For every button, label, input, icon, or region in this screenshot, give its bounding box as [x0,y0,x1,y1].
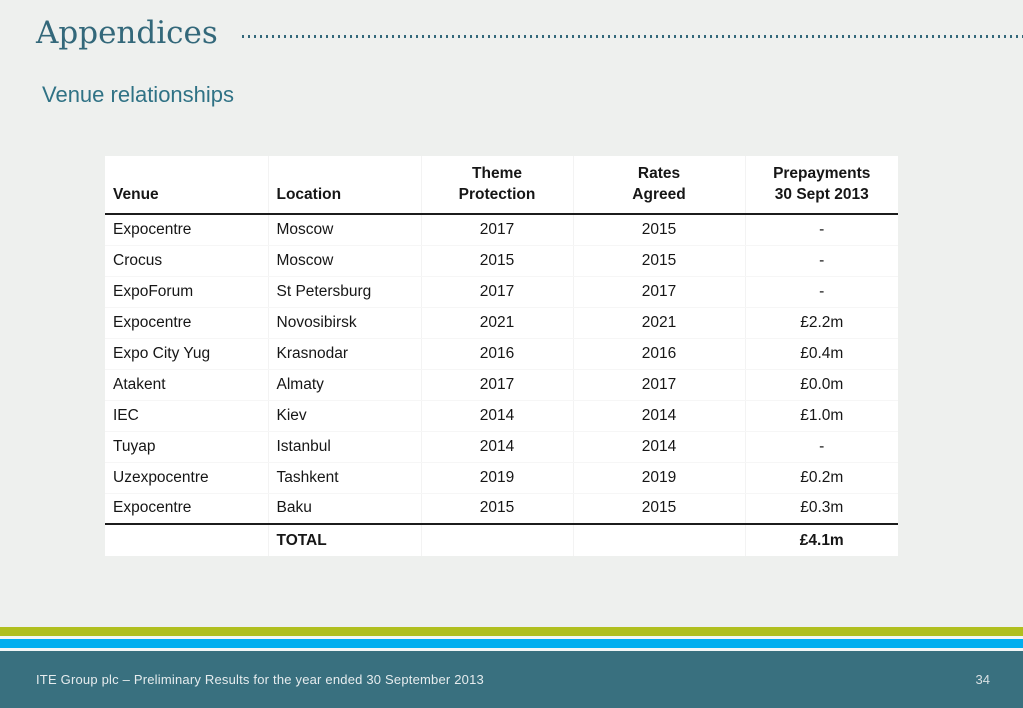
table-row: Expocentre Moscow 2017 2015 - [105,214,898,246]
cell-prepayments: £0.2m [745,462,898,494]
cell-theme-protection: 2017 [421,276,574,308]
cell-theme-protection: 2016 [421,338,574,370]
table-total-row: TOTAL £4.1m [105,524,898,556]
cell-venue: Tuyap [105,431,269,463]
cell-location: Moscow [268,245,422,277]
cell-total-empty [573,524,746,556]
cell-theme-protection: 2014 [421,400,574,432]
table-body: Expocentre Moscow 2017 2015 - Crocus Mos… [105,214,898,525]
cell-prepayments: £0.4m [745,338,898,370]
table-row: Uzexpocentre Tashkent 2019 2019 £0.2m [105,462,898,494]
cell-venue: Atakent [105,369,269,401]
cell-venue: Expocentre [105,214,269,246]
dotted-separator-line [241,34,1023,38]
cell-rates-agreed: 2016 [573,338,746,370]
table-row: Atakent Almaty 2017 2017 £0.0m [105,369,898,401]
stripe-gap [0,648,1023,651]
cell-venue: ExpoForum [105,276,269,308]
table-row: Expocentre Novosibirsk 2021 2021 £2.2m [105,307,898,339]
cell-prepayments: £0.0m [745,369,898,401]
cell-rates-agreed: 2015 [573,493,746,525]
table-footer: TOTAL £4.1m [105,524,898,556]
cell-prepayments: - [745,214,898,246]
cell-rates-agreed: 2019 [573,462,746,494]
cell-rates-agreed: 2014 [573,400,746,432]
cell-location: Kiev [268,400,422,432]
cell-theme-protection: 2019 [421,462,574,494]
cell-venue: Crocus [105,245,269,277]
footer-text: ITE Group plc – Preliminary Results for … [36,672,484,687]
cell-total-label: TOTAL [268,524,422,556]
cell-prepayments: - [745,276,898,308]
cell-rates-agreed: 2021 [573,307,746,339]
cell-theme-protection: 2015 [421,493,574,525]
table-row: Tuyap Istanbul 2014 2014 - [105,431,898,463]
cell-location: Moscow [268,214,422,246]
cell-theme-protection: 2017 [421,369,574,401]
title-row: Appendices [36,12,1023,54]
slide-subtitle: Venue relationships [42,82,235,107]
cell-prepayments: - [745,245,898,277]
cell-rates-agreed: 2017 [573,369,746,401]
cell-location: St Petersburg [268,276,422,308]
cell-total-empty [421,524,574,556]
accent-stripe-blue [0,639,1023,648]
cell-rates-agreed: 2017 [573,276,746,308]
cell-theme-protection: 2014 [421,431,574,463]
cell-theme-protection: 2015 [421,245,574,277]
accent-stripe-olive [0,627,1023,636]
table: Venue Location Theme Protection Rates Ag… [105,156,898,556]
cell-rates-agreed: 2014 [573,431,746,463]
cell-venue: Expocentre [105,307,269,339]
cell-total-prepayments: £4.1m [799,531,844,549]
cell-venue: Uzexpocentre [105,462,269,494]
cell-prepayments: £0.3m [745,493,898,525]
footer-bar: ITE Group plc – Preliminary Results for … [0,651,1023,708]
cell-theme-protection: 2021 [421,307,574,339]
table-header: Venue Location Theme Protection Rates Ag… [105,156,898,214]
table-row: Expo City Yug Krasnodar 2016 2016 £0.4m [105,338,898,370]
table-row: Crocus Moscow 2015 2015 - [105,245,898,277]
cell-prepayments: - [745,431,898,463]
venue-relationships-table: Venue Location Theme Protection Rates Ag… [105,156,898,556]
cell-venue: IEC [105,400,269,432]
cell-location: Tashkent [268,462,422,494]
column-header-venue: Venue [105,156,269,214]
cell-location: Krasnodar [268,338,422,370]
cell-venue: Expocentre [105,493,269,525]
cell-prepayments: £1.0m [745,400,898,432]
cell-rates-agreed: 2015 [573,214,746,246]
cell-location: Novosibirsk [268,307,422,339]
column-header-location: Location [268,156,422,214]
table-row: Expocentre Baku 2015 2015 £0.3m [105,493,898,525]
table-row: IEC Kiev 2014 2014 £1.0m [105,400,898,432]
table-row: ExpoForum St Petersburg 2017 2017 - [105,276,898,308]
column-header-theme-protection: Theme Protection [421,156,574,214]
column-header-rates-agreed: Rates Agreed [573,156,746,214]
cell-venue: Expo City Yug [105,338,269,370]
cell-location: Istanbul [268,431,422,463]
cell-rates-agreed: 2015 [573,245,746,277]
page-title: Appendices [36,15,218,51]
cell-total-empty [105,524,269,556]
cell-location: Baku [268,493,422,525]
cell-location: Almaty [268,369,422,401]
table-header-row: Venue Location Theme Protection Rates Ag… [105,156,898,214]
stripe-gap [0,636,1023,639]
cell-prepayments: £2.2m [745,307,898,339]
page-number: 34 [975,672,990,687]
column-header-prepayments: Prepayments 30 Sept 2013 [773,165,871,203]
cell-theme-protection: 2017 [421,214,574,246]
